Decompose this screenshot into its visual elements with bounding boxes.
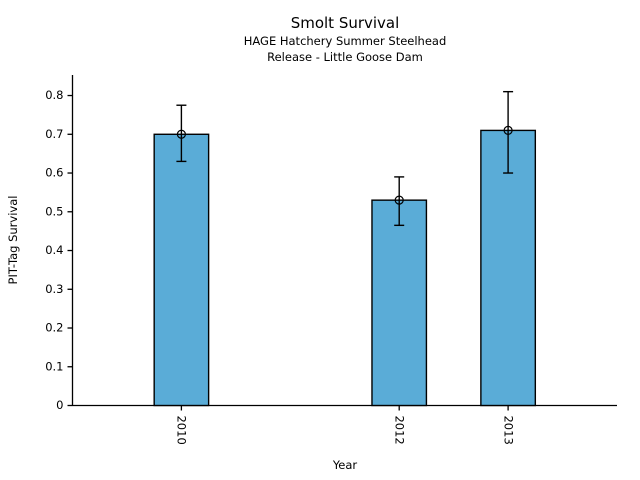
y-tick-label: 0.5 — [45, 204, 63, 218]
x-tick-label: 2012 — [393, 416, 407, 445]
y-tick-label: 0.1 — [45, 359, 63, 373]
y-tick-label: 0.7 — [45, 127, 63, 141]
bar-2013 — [480, 129, 537, 407]
y-axis-label: PIT-Tag Survival — [6, 196, 20, 285]
y-tick-label: 0.4 — [45, 243, 63, 257]
y-tick-label: 0 — [56, 398, 63, 412]
y-tick-label: 0.6 — [45, 166, 63, 180]
y-tick-label: 0.8 — [45, 88, 63, 102]
bar-2010 — [153, 133, 210, 407]
x-tick-label: 2013 — [501, 416, 515, 445]
chart-subtitle-line-1: HAGE Hatchery Summer Steelhead — [244, 34, 447, 48]
x-axis-label: Year — [332, 458, 358, 472]
bar-2012 — [371, 199, 428, 407]
mean-marker — [503, 125, 513, 136]
chart-subtitle-line-2: Release - Little Goose Dam — [267, 50, 423, 64]
x-tick-label: 2010 — [175, 416, 189, 445]
chart-title: Smolt Survival — [291, 14, 400, 32]
mean-marker — [394, 195, 404, 205]
y-tick-label: 0.2 — [45, 321, 63, 335]
y-tick-label: 0.3 — [45, 282, 63, 296]
mean-marker — [176, 129, 186, 139]
